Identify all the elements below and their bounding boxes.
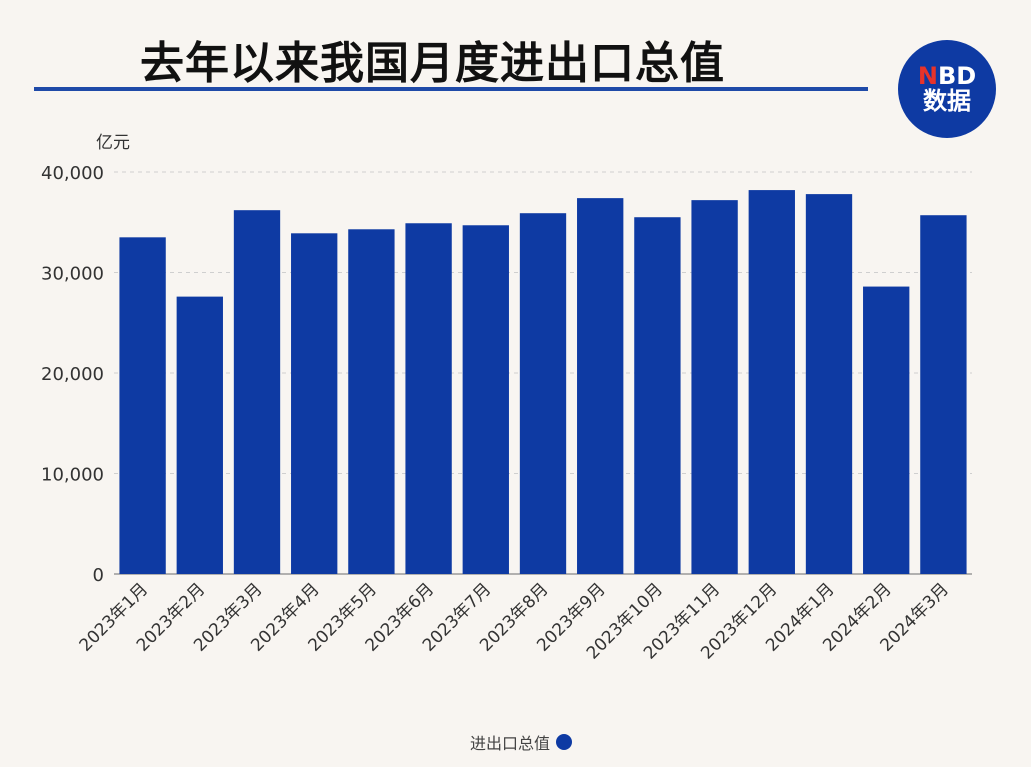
y-tick-label: 40,000 xyxy=(41,163,104,184)
bar xyxy=(348,229,395,574)
legend-swatch xyxy=(556,734,573,750)
y-tick-label: 0 xyxy=(93,565,104,586)
chart-title: 去年以来我国月度进出口总值 xyxy=(140,38,725,89)
y-axis-unit: 亿元 xyxy=(96,133,130,153)
bar xyxy=(519,213,567,574)
bar xyxy=(176,296,223,574)
y-tick-label: 10,000 xyxy=(41,465,104,486)
legend-label: 进出口总值 xyxy=(470,734,551,753)
bar xyxy=(920,215,967,574)
bar xyxy=(805,194,853,575)
logo-letter-n: N xyxy=(917,61,938,90)
y-tick-label: 20,000 xyxy=(41,364,104,385)
logo-letters-bd: BD xyxy=(937,61,977,90)
bar xyxy=(291,233,338,574)
bar xyxy=(577,198,624,574)
bar xyxy=(691,200,738,574)
bar xyxy=(233,210,281,574)
bar xyxy=(748,190,795,574)
nbd-logo: NBD 数据 xyxy=(898,40,996,138)
bar xyxy=(405,223,452,574)
title-underline xyxy=(34,87,868,91)
bar xyxy=(462,225,509,574)
bar xyxy=(119,237,166,574)
bar xyxy=(863,286,910,574)
bar xyxy=(634,217,681,574)
legend: 进出口总值 xyxy=(470,730,573,754)
logo-text: 数据 xyxy=(923,87,971,115)
y-tick-label: 30,000 xyxy=(41,264,104,285)
